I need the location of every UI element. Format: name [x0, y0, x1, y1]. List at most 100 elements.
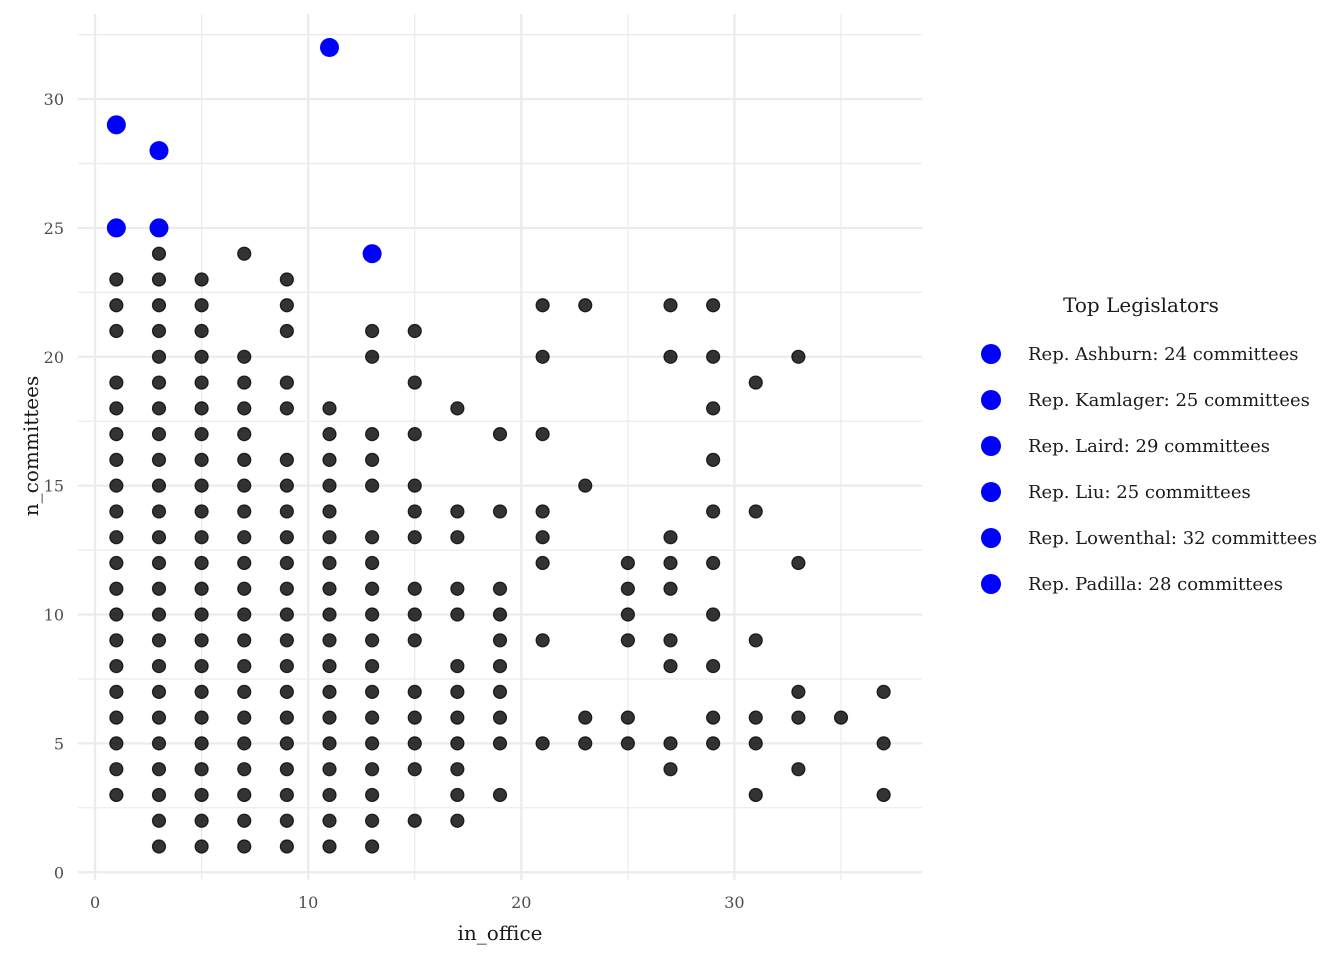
data-point	[237, 684, 252, 699]
data-point	[322, 530, 337, 545]
legend-label: Rep. Kamlager: 25 committees	[1028, 390, 1310, 411]
data-point	[535, 633, 550, 648]
data-point	[237, 658, 252, 674]
data-point	[876, 684, 891, 699]
data-point	[194, 272, 209, 287]
data-point	[407, 530, 422, 545]
data-point	[407, 581, 422, 596]
data-point	[365, 633, 380, 648]
data-point	[365, 710, 380, 725]
data-point	[407, 813, 422, 828]
data-points	[109, 246, 891, 854]
data-point	[620, 555, 635, 571]
data-point	[578, 710, 593, 725]
data-point	[365, 658, 380, 674]
data-point	[151, 762, 167, 777]
data-point	[109, 298, 124, 313]
x-tick-label: 10	[298, 893, 318, 912]
data-point	[279, 504, 294, 519]
data-point	[365, 427, 380, 442]
data-point	[450, 581, 465, 596]
data-point	[151, 813, 167, 828]
data-point	[620, 736, 635, 751]
data-point	[237, 555, 252, 571]
data-point	[450, 607, 465, 622]
legend-key	[981, 436, 1001, 456]
data-point	[322, 684, 337, 699]
data-point	[748, 375, 763, 390]
data-point	[450, 504, 465, 519]
data-point	[279, 839, 294, 854]
data-point	[109, 658, 124, 674]
data-point	[450, 736, 465, 751]
data-point	[322, 787, 337, 803]
data-point	[194, 375, 209, 390]
data-point	[109, 581, 124, 596]
data-point	[237, 787, 252, 803]
data-point	[365, 684, 380, 699]
data-point	[322, 710, 337, 725]
data-point	[151, 272, 167, 287]
data-point	[620, 581, 635, 596]
data-point	[279, 555, 294, 571]
data-point	[535, 349, 550, 364]
data-point	[322, 633, 337, 648]
data-point	[279, 375, 294, 390]
data-point	[365, 839, 380, 854]
data-point	[620, 607, 635, 622]
x-tick-label: 30	[724, 893, 744, 912]
data-point	[151, 684, 167, 699]
data-point	[237, 401, 252, 416]
data-point	[620, 633, 635, 648]
data-point	[322, 607, 337, 622]
data-point	[492, 736, 508, 751]
data-point	[407, 633, 422, 648]
data-point	[663, 298, 678, 313]
data-point	[791, 710, 806, 725]
data-point	[237, 710, 252, 725]
data-point	[791, 349, 806, 364]
data-point	[706, 710, 721, 725]
data-point	[237, 813, 252, 828]
data-point	[237, 839, 252, 854]
data-point	[151, 736, 167, 751]
data-point	[706, 349, 721, 364]
data-point	[791, 684, 806, 699]
data-point	[407, 762, 422, 777]
data-point	[237, 581, 252, 596]
highlighted-points	[106, 38, 382, 264]
data-point	[492, 658, 508, 674]
data-point	[876, 787, 891, 803]
data-point	[706, 401, 721, 416]
data-point	[109, 401, 124, 416]
data-point	[407, 504, 422, 519]
data-point	[194, 633, 209, 648]
data-point	[365, 607, 380, 622]
data-point	[492, 581, 508, 596]
data-point	[109, 762, 124, 777]
y-tick-label: 10	[44, 606, 64, 625]
data-point	[279, 607, 294, 622]
data-point	[620, 710, 635, 725]
data-point	[663, 658, 678, 674]
data-point	[535, 530, 550, 545]
data-point	[194, 813, 209, 828]
data-point	[151, 323, 167, 339]
data-point	[237, 762, 252, 777]
data-point	[194, 504, 209, 519]
data-point	[279, 813, 294, 828]
data-point	[151, 839, 167, 854]
data-point	[578, 298, 593, 313]
data-point	[194, 401, 209, 416]
legend: Top Legislators Rep. Ashburn: 24 committ…	[981, 293, 1317, 595]
data-point	[322, 581, 337, 596]
data-point	[194, 323, 209, 339]
data-point	[322, 736, 337, 751]
data-point	[151, 375, 167, 390]
data-point	[706, 607, 721, 622]
data-point	[151, 787, 167, 803]
data-point	[407, 478, 422, 493]
data-point	[833, 710, 849, 725]
data-point	[194, 581, 209, 596]
y-tick-labels: 0 5 10 15 20 25 30	[44, 90, 64, 882]
